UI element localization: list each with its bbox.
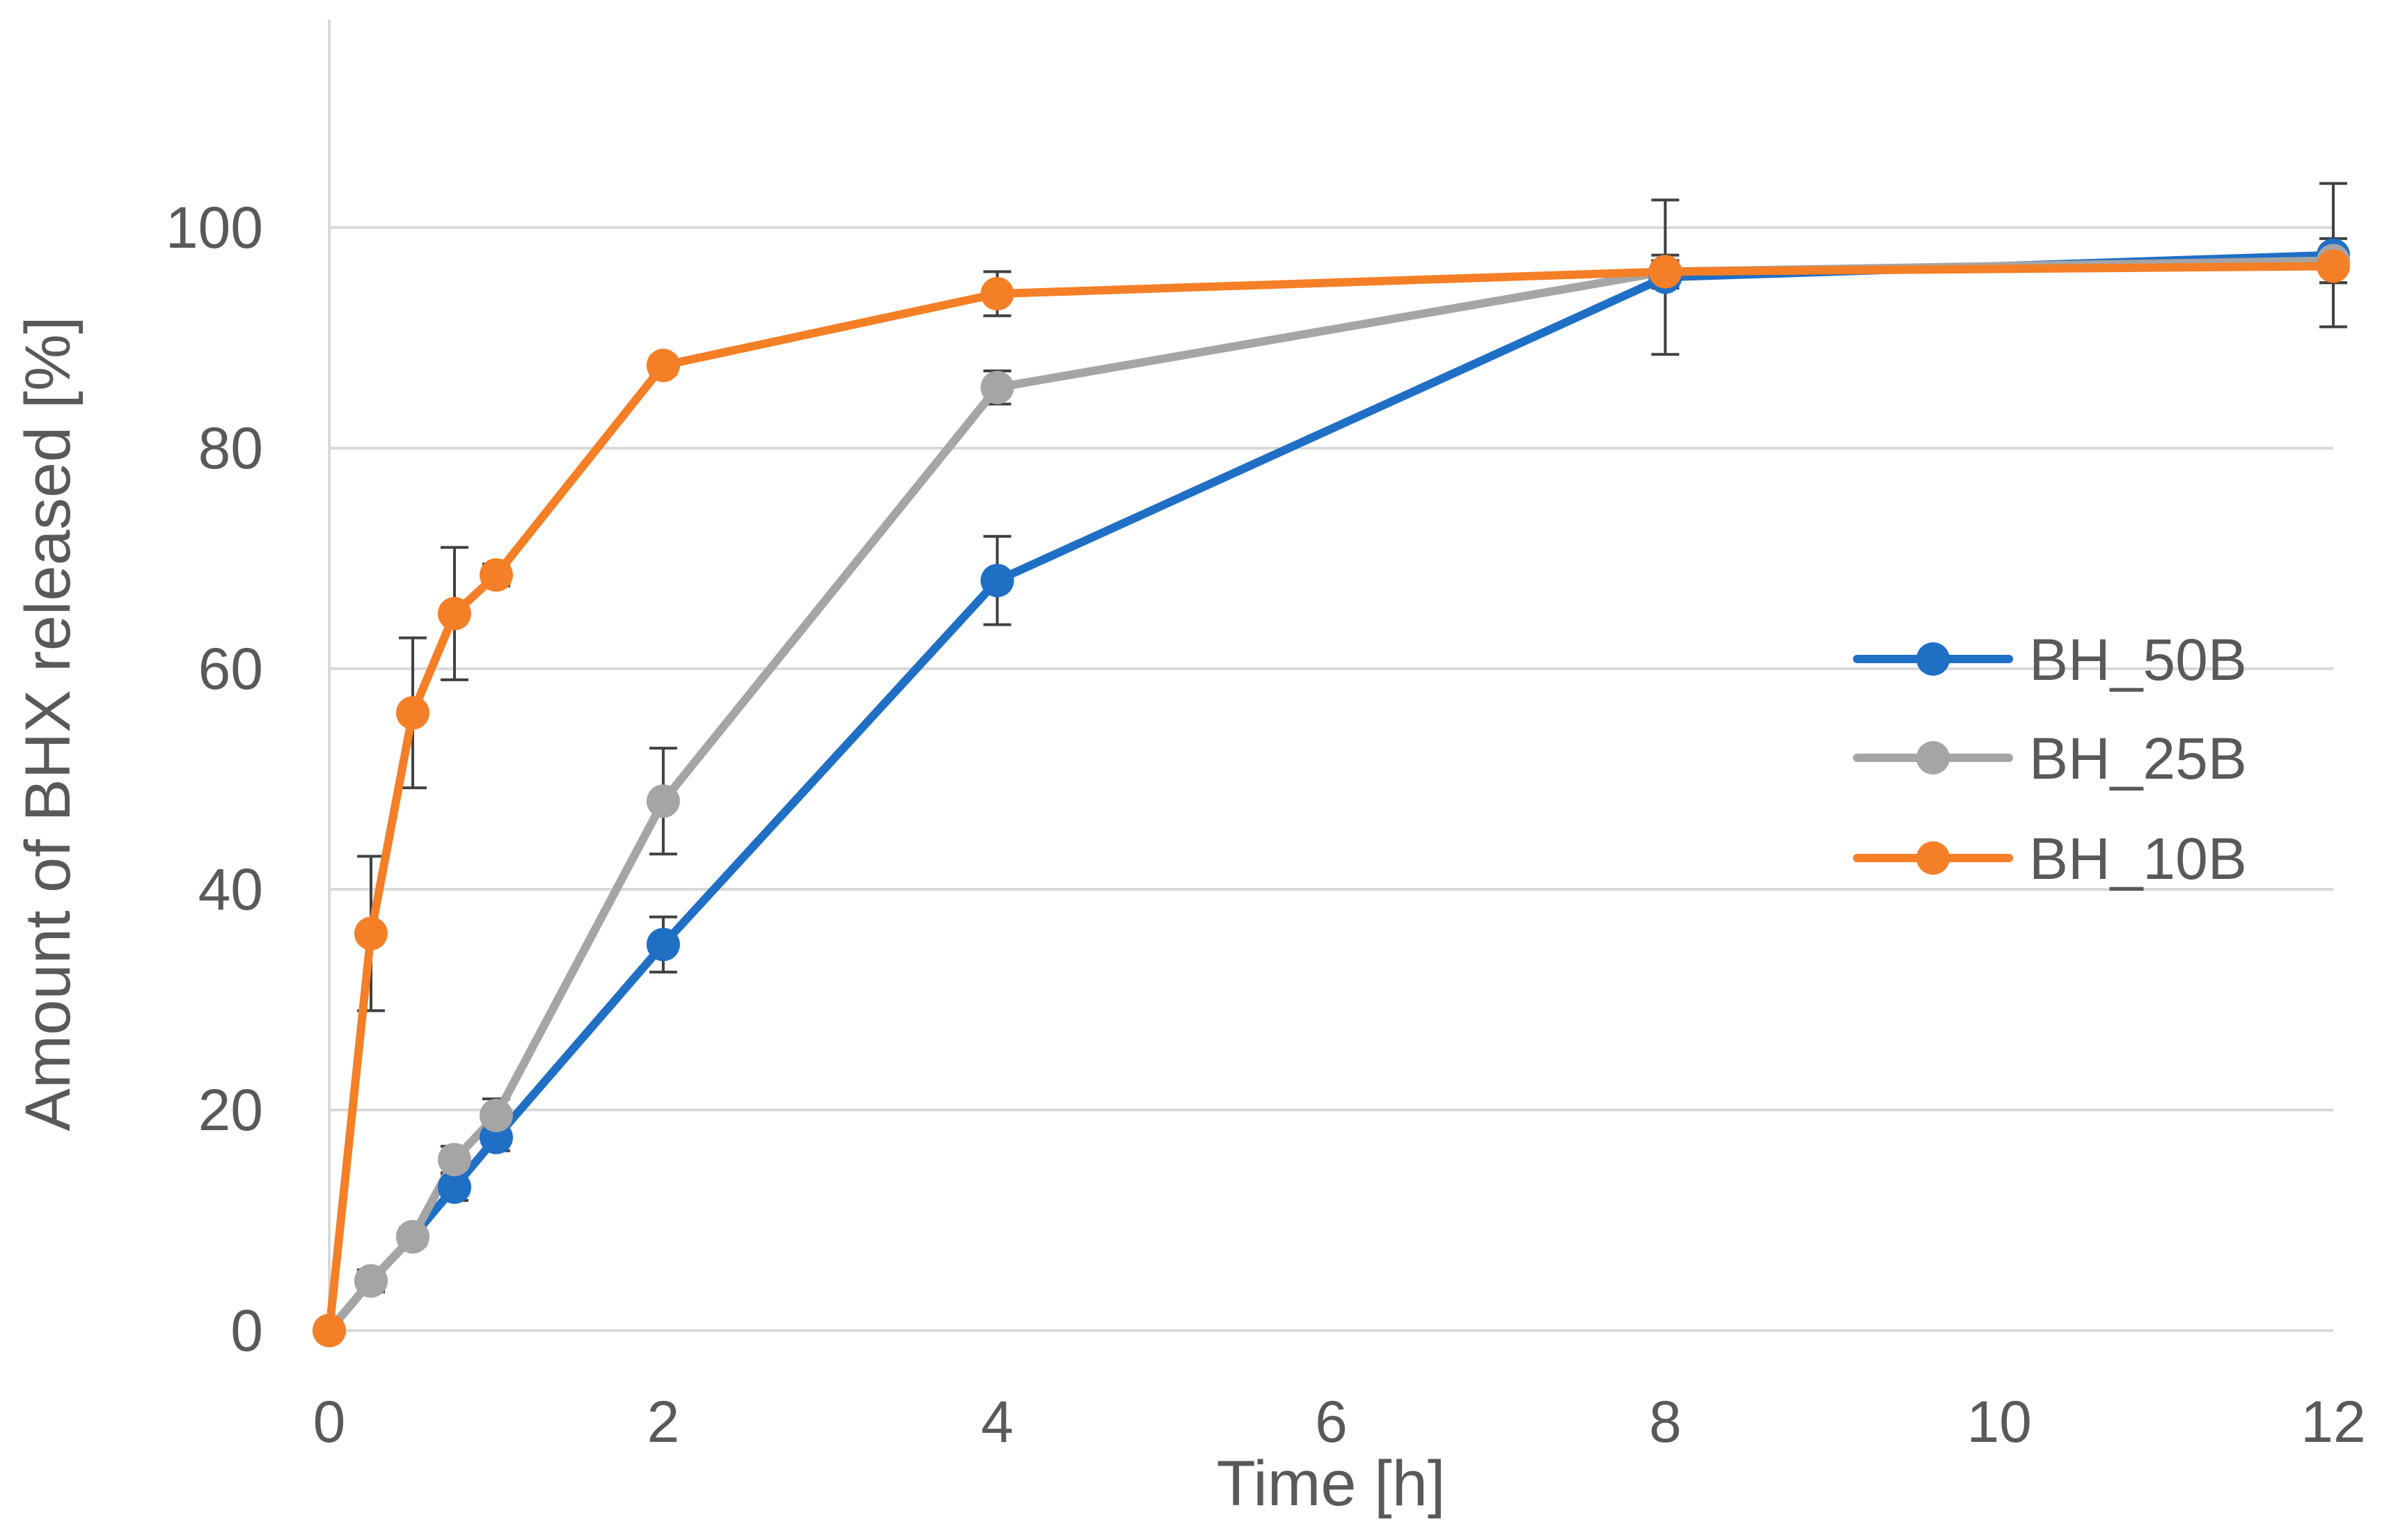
legend-label-bh_25b: BH_25B: [2029, 726, 2247, 791]
data-point-bh_10b-2: [395, 696, 429, 730]
x-tick-label-2: 2: [647, 1389, 679, 1454]
data-point-bh_25b-6: [980, 370, 1014, 404]
data-point-bh_25b-3: [437, 1143, 471, 1177]
data-point-bh_10b-8: [2317, 249, 2350, 283]
legend-item-bh_25b: BH_25B: [1853, 726, 2247, 791]
data-point-bh_25b-5: [646, 784, 680, 818]
y-tick-label-100: 100: [166, 195, 263, 260]
y-tick-label-60: 60: [198, 636, 263, 701]
legend-label-bh_50b: BH_50B: [2029, 627, 2247, 692]
x-tick-label-10: 10: [1966, 1389, 2031, 1454]
y-tick-label-40: 40: [198, 857, 263, 922]
data-point-bh_10b-1: [354, 916, 388, 951]
x-tick-label-6: 6: [1315, 1389, 1348, 1454]
x-tick-labels: 0 2 4 6 8 10 12: [313, 1389, 2366, 1454]
data-point-bh_50b-5: [646, 928, 680, 962]
data-point-bh_10b-7: [1648, 255, 1682, 289]
data-point-bh_10b-3: [437, 596, 471, 630]
y-axis-label: Amount of BHX released [%]: [13, 316, 84, 1131]
x-axis-label: Time [h]: [1217, 1448, 1446, 1519]
legend-swatch-marker-bh_50b: [1916, 642, 1950, 676]
x-tick-label-0: 0: [313, 1389, 346, 1454]
data-point-bh_10b-6: [980, 277, 1014, 311]
data-point-bh_50b-3: [437, 1170, 471, 1204]
data-point-bh_25b-1: [354, 1264, 388, 1298]
data-point-bh_25b-2: [395, 1220, 429, 1254]
series-points: [313, 238, 2350, 1347]
legend-item-bh_50b: BH_50B: [1853, 627, 2247, 692]
data-point-bh_10b-5: [646, 349, 680, 383]
y-tick-labels: 0 20 40 60 80 100: [166, 195, 263, 1363]
data-point-bh_50b-6: [980, 564, 1014, 598]
grid-lines: [329, 226, 2333, 1111]
legend-item-bh_10b: BH_10B: [1853, 826, 2247, 891]
data-point-bh_10b-4: [479, 558, 513, 592]
series-line-bh_50b: [325, 251, 2337, 1335]
data-point-bh_10b-0: [313, 1314, 346, 1347]
legend-swatch-marker-bh_25b: [1916, 741, 1950, 775]
legend-swatch-marker-bh_10b: [1916, 841, 1950, 875]
y-tick-label-80: 80: [198, 415, 263, 481]
data-point-bh_25b-4: [479, 1098, 513, 1132]
legend-label-bh_10b: BH_10B: [2029, 826, 2247, 891]
series-lines: [325, 251, 2337, 1335]
x-tick-label-4: 4: [981, 1389, 1013, 1454]
y-tick-label-0: 0: [230, 1298, 263, 1363]
x-tick-label-8: 8: [1649, 1389, 1682, 1454]
legend: BH_50B BH_25B BH_10B: [1853, 627, 2247, 891]
y-tick-label-20: 20: [198, 1077, 263, 1143]
x-tick-label-12: 12: [2301, 1389, 2365, 1454]
series-line-bh_25b: [325, 256, 2337, 1335]
